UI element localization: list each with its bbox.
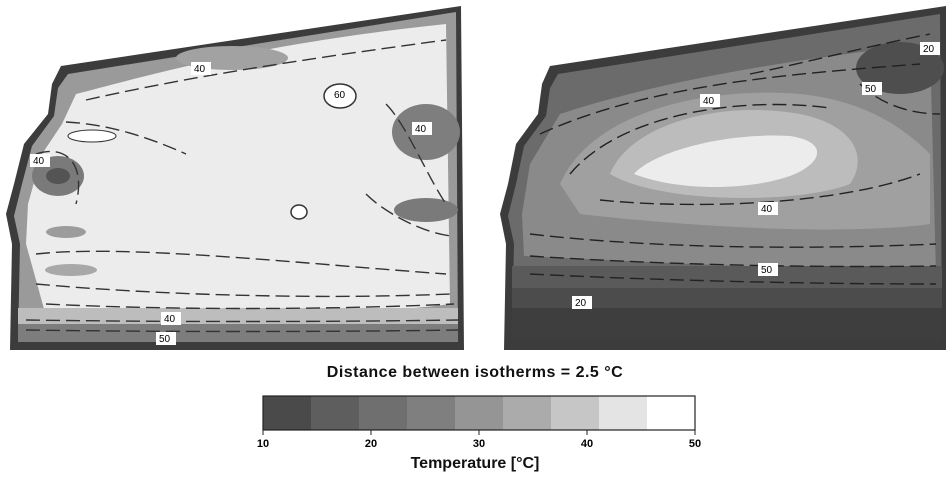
colorbar-tick-label: 50	[689, 438, 701, 450]
right-bottom-band	[512, 308, 942, 340]
colorbar-segment	[647, 396, 696, 430]
right-contour-label: 40	[761, 204, 773, 215]
left-cool-blob	[46, 226, 86, 238]
colorbar-tick-label: 10	[257, 438, 269, 450]
left-contour-label: 60	[334, 90, 346, 101]
right-contour-plot: 20 50 40 40 50 20	[500, 6, 946, 350]
left-cool-blob	[394, 198, 458, 222]
colorbar-segment	[503, 396, 552, 430]
right-bottom-band	[512, 288, 942, 308]
left-contour-label: 40	[164, 314, 176, 325]
left-contour-label: 40	[415, 124, 427, 135]
right-hot-region	[634, 135, 818, 187]
left-bottom-band	[18, 308, 458, 324]
right-contour-labels: 20 50 40 40 50 20	[572, 42, 940, 309]
colorbar-xlabel: Temperature [°C]	[410, 455, 540, 472]
right-isotherm-lines	[529, 33, 941, 285]
left-isotherm-lines	[25, 39, 459, 333]
right-contour-panel: 20 50 40 40 50 20	[500, 4, 948, 352]
left-contour-panel: 40 60 40 40 40 50	[6, 4, 466, 352]
right-contour-label: 50	[761, 265, 773, 276]
colorbar-segment	[551, 396, 600, 430]
colorbar-segment	[407, 396, 456, 430]
right-contour-label: 20	[575, 298, 587, 309]
colorbar-tick-label: 40	[581, 438, 593, 450]
colorbar-segment	[599, 396, 648, 430]
right-contour-label: 20	[923, 44, 935, 55]
colorbar-segment	[311, 396, 360, 430]
colorbar-segment	[359, 396, 408, 430]
right-contour-label: 50	[865, 84, 877, 95]
left-contour-label: 40	[33, 156, 45, 167]
left-hotspot	[67, 129, 117, 143]
left-bottom-band	[18, 324, 458, 342]
colorbar-tick-label: 30	[473, 438, 485, 450]
left-contour-plot: 40 60 40 40 40 50	[6, 6, 464, 350]
left-contour-label: 50	[159, 334, 171, 345]
right-contour-label: 40	[703, 96, 715, 107]
left-contour-label: 40	[194, 64, 206, 75]
colorbar-tick-label: 20	[365, 438, 377, 450]
colorbar-segment	[263, 396, 312, 430]
colorbar: 10 20 30 40 50	[255, 394, 705, 474]
colorbar-segment	[455, 396, 504, 430]
left-hotspot	[290, 204, 308, 220]
left-cool-blob	[45, 264, 97, 276]
colorbar-svg: 10 20 30 40 50	[257, 395, 701, 450]
right-bottom-band	[512, 266, 942, 288]
left-contour-labels: 40 60 40 40 40 50	[30, 62, 432, 345]
left-cool-blob	[46, 168, 70, 184]
isotherm-caption: Distance between isotherms = 2.5 °C	[326, 364, 624, 381]
